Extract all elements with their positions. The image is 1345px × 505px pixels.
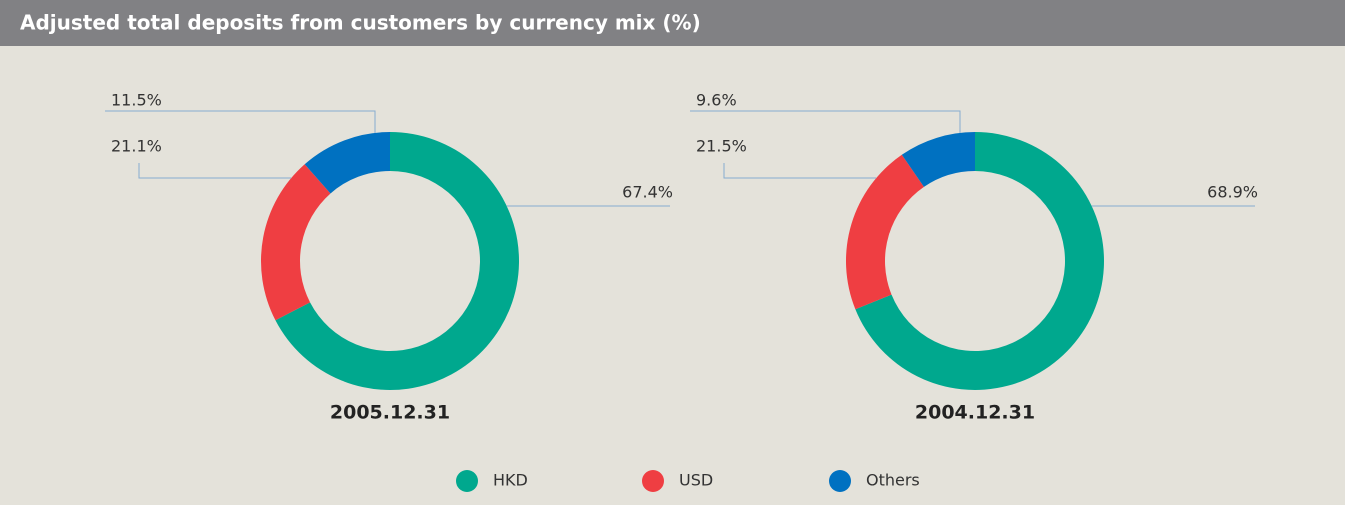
legend-label: USD	[679, 471, 713, 490]
donut-slice	[304, 132, 390, 194]
data-label: 21.1%	[111, 137, 162, 156]
legend-label: Others	[866, 471, 920, 490]
header-bar	[0, 0, 1345, 46]
legend-swatch	[456, 470, 478, 492]
donut-slice	[855, 132, 1104, 390]
data-label: 68.9%	[1207, 183, 1258, 202]
leader-line	[690, 110, 961, 133]
data-label: 11.5%	[111, 91, 162, 110]
chart-title: Adjusted total deposits from customers b…	[20, 11, 701, 35]
donut-slice	[275, 132, 519, 391]
legend-swatch	[642, 470, 664, 492]
pie-title: 2005.12.31	[330, 402, 450, 424]
donut-slice	[261, 164, 331, 321]
donut-slice	[846, 154, 924, 310]
legend-label: HKD	[493, 471, 528, 490]
leader-line	[105, 110, 376, 133]
donut-slice	[901, 132, 975, 187]
legend-swatch	[829, 470, 851, 492]
leader-line	[723, 163, 877, 179]
data-label: 9.6%	[696, 91, 737, 110]
data-label: 21.5%	[696, 137, 747, 156]
data-label: 67.4%	[622, 183, 673, 202]
pie-title: 2004.12.31	[915, 402, 1035, 424]
leader-line	[138, 163, 292, 179]
